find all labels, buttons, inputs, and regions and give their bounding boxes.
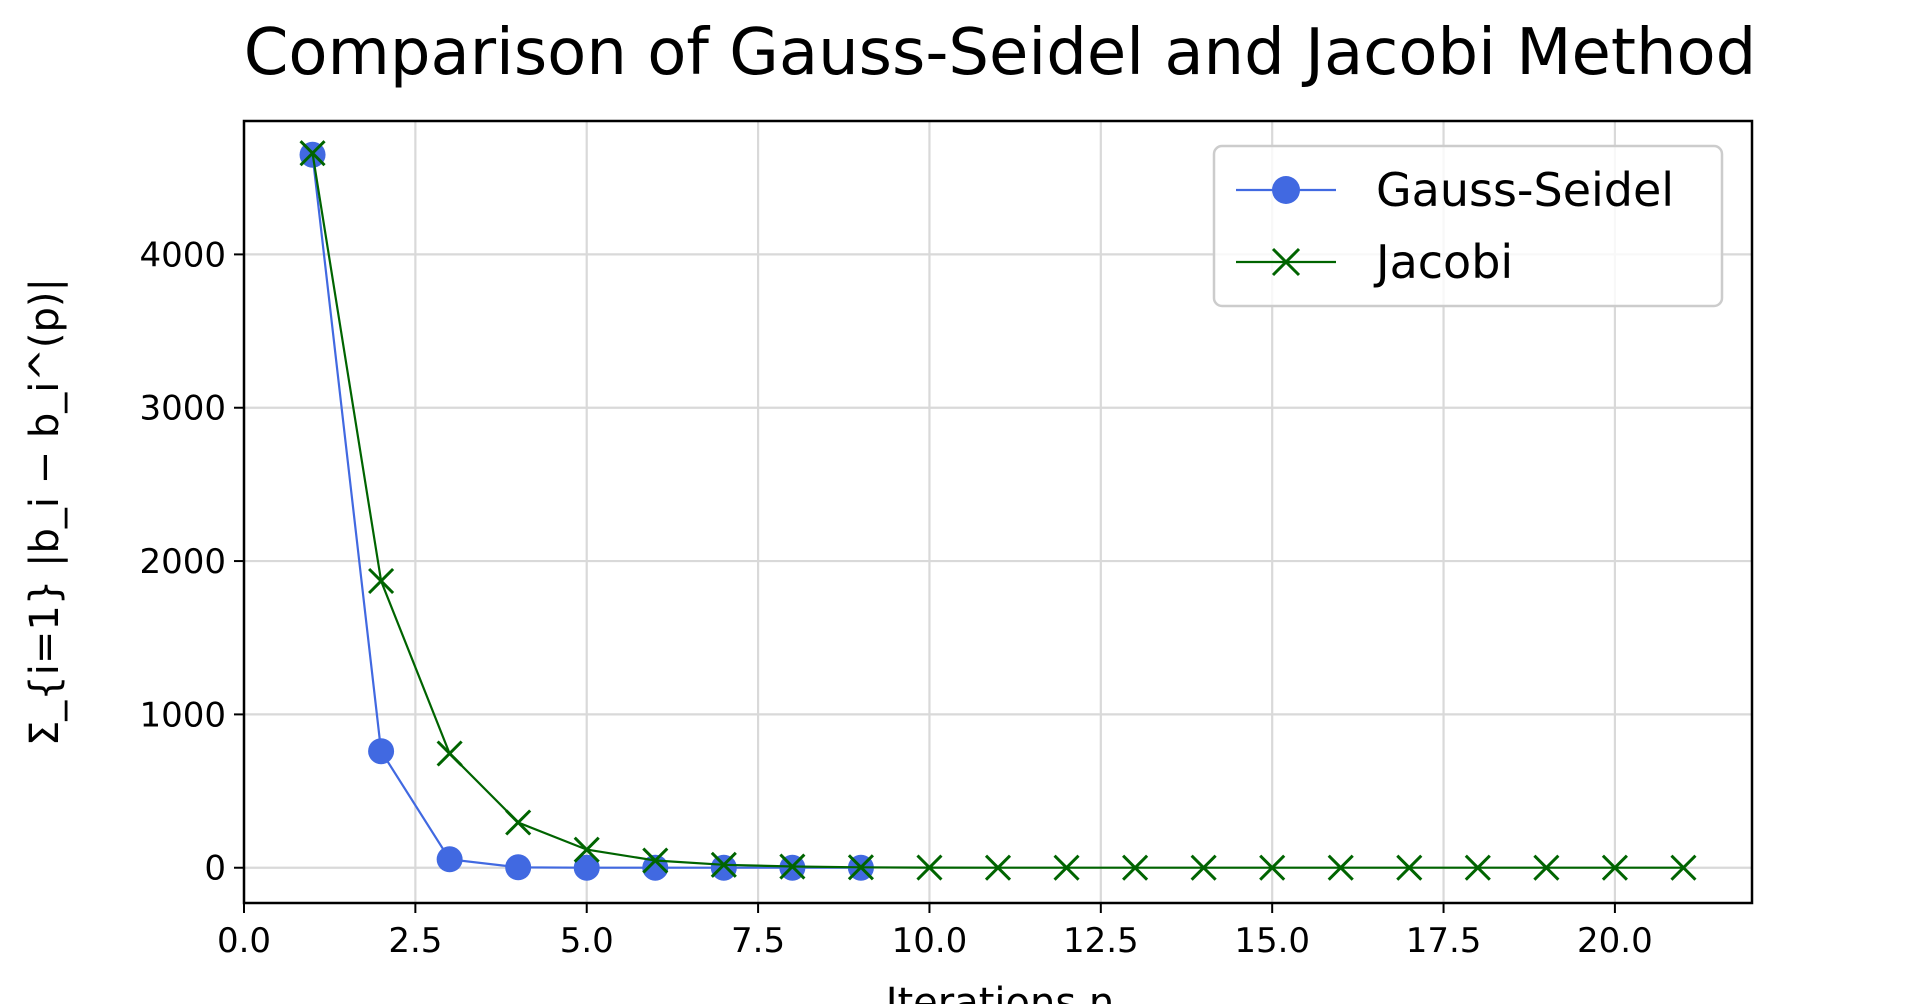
x-tick-label: 5.0	[560, 921, 614, 961]
x-tick-label: 7.5	[731, 921, 785, 961]
jacobi-point	[1464, 854, 1491, 881]
chart-title: Comparison of Gauss-Seidel and Jacobi Me…	[244, 16, 1757, 90]
jacobi-point	[1327, 854, 1354, 881]
legend-gauss-seidel-point	[1272, 176, 1300, 204]
jacobi-point	[1053, 854, 1080, 881]
y-axis-label: Σ_{i=1} |b_i − b_i^(p)|	[22, 278, 68, 746]
jacobi-point	[1533, 854, 1560, 881]
jacobi-point	[1396, 854, 1423, 881]
y-tick-label: 1000	[139, 695, 226, 735]
jacobi-point	[1259, 854, 1286, 881]
legend-item-gauss-seidel: Gauss-Seidel	[1236, 163, 1674, 217]
jacobi-point-stroke-b	[1464, 854, 1491, 881]
jacobi-point-stroke-b	[847, 854, 874, 881]
legend-item-jacobi: Jacobi	[1236, 235, 1513, 289]
jacobi-point-stroke-b	[1601, 854, 1628, 881]
x-axis-label: Iterations n	[886, 980, 1115, 1004]
gauss-seidel-point	[368, 738, 395, 765]
x-tick-label: 2.5	[388, 921, 442, 961]
y-tick-label: 3000	[139, 389, 226, 429]
jacobi-point-stroke-b	[505, 809, 532, 836]
legend-label: Jacobi	[1373, 235, 1513, 289]
legend-items: Gauss-Seidel Jacobi	[1236, 163, 1674, 289]
jacobi-point-stroke-b	[1122, 854, 1149, 881]
jacobi-point-stroke-b	[1670, 854, 1697, 881]
jacobi-point	[1670, 854, 1697, 881]
x-tick-label: 17.5	[1406, 921, 1482, 961]
axes: 0.0 2.5 5.0 7.5 10.0 12.5 15.0 17.5 20.0 0 1000 200…	[139, 235, 1652, 961]
jacobi-point-stroke-b	[1396, 854, 1423, 881]
jacobi-point	[368, 567, 395, 595]
legend-box	[1212, 144, 1724, 308]
x-tick-label: 10.0	[892, 921, 968, 961]
legend: Gauss-Seidel Jacobi	[1212, 144, 1724, 308]
jacobi-point-stroke-b	[1259, 854, 1286, 881]
jacobi-point-stroke-b	[642, 847, 669, 874]
jacobi-point	[573, 836, 600, 863]
series-layer	[299, 140, 1697, 881]
jacobi-point	[710, 851, 737, 878]
y-tick-label: 4000	[139, 235, 226, 275]
gauss-seidel-point	[710, 854, 737, 881]
y-tick-label: 0	[204, 849, 226, 889]
jacobi-point	[436, 740, 463, 767]
jacobi-point-stroke-b	[1533, 854, 1560, 881]
gauss-seidel-point	[505, 854, 532, 881]
x-tick-label: 12.5	[1063, 921, 1139, 961]
legend-label: Gauss-Seidel	[1376, 163, 1674, 217]
jacobi-point-stroke-b	[779, 853, 806, 880]
gauss-seidel-point	[573, 854, 600, 881]
jacobi-point	[1601, 854, 1628, 881]
legend-jacobi-point-stroke-b	[1271, 247, 1301, 277]
jacobi-point	[299, 140, 326, 167]
jacobi-point-stroke-b	[436, 740, 463, 767]
jacobi-point	[505, 809, 532, 836]
x-tick-label: 0.0	[217, 921, 271, 961]
jacobi-point	[779, 853, 806, 880]
jacobi-point-stroke-b	[984, 854, 1012, 881]
x-tick-label: 20.0	[1577, 921, 1653, 961]
jacobi-point-stroke-b	[368, 567, 395, 595]
jacobi-point-stroke-b	[1327, 854, 1354, 881]
y-tick-label: 2000	[139, 542, 226, 582]
series-jacobi	[299, 140, 1697, 881]
jacobi-point-stroke-b	[710, 851, 737, 878]
jacobi-point-stroke-b	[573, 836, 600, 863]
jacobi-point-stroke-b	[299, 140, 326, 167]
jacobi-point-stroke-b	[1190, 854, 1217, 881]
jacobi-point	[847, 854, 874, 881]
jacobi-point	[1190, 854, 1217, 881]
gauss-seidel-point	[436, 846, 463, 873]
jacobi-point	[1122, 854, 1149, 881]
legend-jacobi-point	[1271, 247, 1301, 277]
x-tick-label: 15.0	[1234, 921, 1310, 961]
jacobi-point-stroke-b	[916, 854, 943, 881]
jacobi-point-stroke-b	[1053, 854, 1080, 881]
jacobi-point	[984, 854, 1012, 881]
jacobi-point	[916, 854, 943, 881]
jacobi-point	[642, 847, 669, 874]
plot-frame	[242, 119, 1754, 905]
